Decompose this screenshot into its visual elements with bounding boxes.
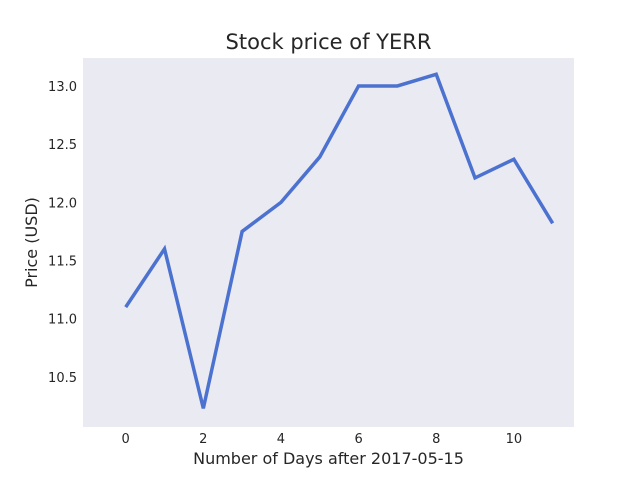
- y-tick-label: 12.5: [48, 138, 77, 153]
- x-axis-ticks: 0 2 4 6 8 10: [122, 432, 523, 447]
- y-axis-ticks: 10.5 11.0 11.5 12.0 12.5 13.0: [48, 80, 77, 386]
- y-tick-label: 10.5: [48, 371, 77, 386]
- plot-background: [83, 58, 574, 427]
- x-tick-label: 2: [199, 432, 207, 447]
- x-tick-label: 0: [122, 432, 130, 447]
- y-tick-label: 13.0: [48, 80, 77, 95]
- y-tick-label: 12.0: [48, 196, 77, 211]
- series-layer: [124, 72, 555, 409]
- x-tick-label: 4: [277, 432, 285, 447]
- chart-title: Stock price of YERR: [226, 30, 432, 54]
- x-tick-label: 10: [506, 432, 523, 447]
- series-line: [124, 72, 555, 409]
- y-tick-label: 11.0: [48, 313, 77, 328]
- x-axis-label: Number of Days after 2017-05-15: [193, 449, 464, 468]
- x-tick-label: 8: [432, 432, 440, 447]
- y-axis-label: Price (USD): [22, 197, 41, 288]
- y-tick-label: 11.5: [48, 255, 77, 270]
- x-tick-label: 6: [354, 432, 362, 447]
